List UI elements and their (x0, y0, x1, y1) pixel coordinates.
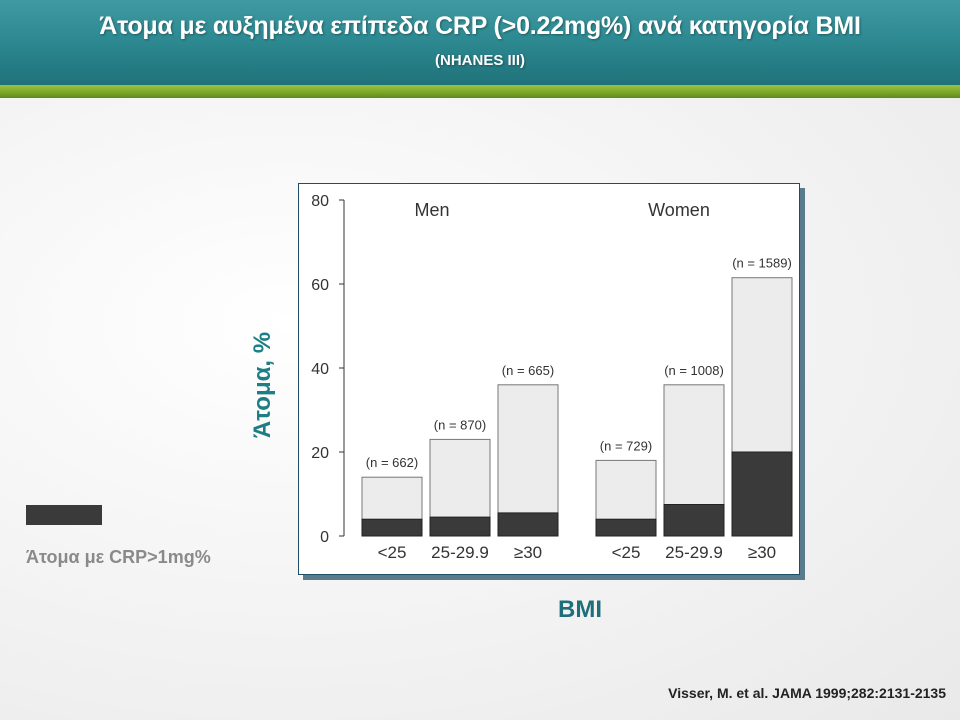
bar-crp-over-1 (497, 512, 559, 537)
legend-swatch (26, 505, 102, 525)
bar-crp-over-1 (731, 451, 793, 537)
bar-crp-over-1 (663, 504, 725, 537)
bar-n-label: (n = 662) (366, 455, 418, 470)
x-axis-title: BMI (558, 596, 602, 623)
bar-crp-over-1 (429, 516, 491, 537)
slide-header (0, 0, 960, 85)
x-category-label: 25-29.9 (665, 543, 723, 562)
slide-title: Άτομα με αυξημένα επίπεδα CRP (>0.22mg%)… (99, 12, 861, 40)
slide-subtitle: (NHANES III) (435, 52, 525, 69)
y-tick-label: 80 (311, 193, 329, 210)
x-category-label: 25-29.9 (431, 543, 489, 562)
legend-label: Άτομα με CRP>1mg% (26, 547, 211, 567)
bar-n-label: (n = 870) (434, 417, 486, 432)
bar-crp-over-1 (361, 518, 423, 537)
group-label: Women (648, 200, 710, 220)
bar-n-label: (n = 665) (502, 363, 554, 378)
y-tick-label: 40 (311, 361, 329, 378)
bar-n-label: (n = 1008) (664, 363, 724, 378)
bar-chart: 0 20 40 60 80 Men (n = 662) <25 (n = 870) 25-29.9… (311, 193, 793, 562)
x-category-label: ≥30 (514, 543, 542, 562)
y-axis-title: Άτομα, % (249, 331, 276, 439)
y-tick-label: 0 (320, 529, 329, 546)
bar-n-label: (n = 1589) (732, 256, 792, 271)
chart-image: 0 20 40 60 80 Men (n = 662) <25 (n = 870) 25-29.9… (298, 183, 800, 575)
x-category-label: ≥30 (748, 543, 776, 562)
y-tick-label: 20 (311, 445, 329, 462)
header-accent-bar (0, 85, 960, 98)
bar-crp-over-1 (595, 518, 657, 537)
citation: Visser, M. et al. JAMA 1999;282:2131-213… (668, 685, 946, 701)
x-category-label: <25 (612, 543, 641, 562)
y-tick-label: 60 (311, 277, 329, 294)
x-category-label: <25 (378, 543, 407, 562)
bar-n-label: (n = 729) (600, 438, 652, 453)
group-label: Men (414, 200, 449, 220)
